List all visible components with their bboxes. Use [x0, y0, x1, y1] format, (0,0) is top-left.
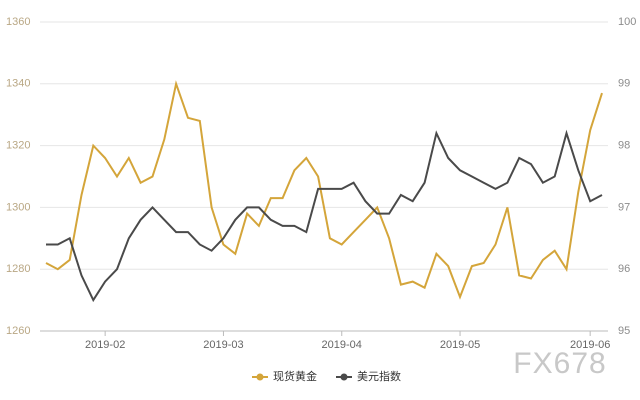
legend-label: 现货黄金 — [273, 369, 317, 383]
legend-marker — [340, 373, 348, 381]
y2-tick-label: 96 — [618, 263, 630, 275]
x-tick-label: 2019-06 — [570, 339, 610, 351]
x-tick-label: 2019-04 — [322, 339, 362, 351]
legend-marker — [256, 373, 264, 381]
y-tick-label: 1340 — [6, 78, 30, 90]
y-tick-label: 1360 — [6, 16, 30, 28]
x-tick-label: 2019-02 — [85, 339, 125, 351]
y2-tick-label: 98 — [618, 140, 630, 152]
y-tick-label: 1260 — [6, 325, 30, 337]
y-tick-label: 1280 — [6, 263, 30, 275]
watermark: FX678 — [513, 347, 606, 380]
y2-tick-label: 99 — [618, 78, 630, 90]
x-tick-label: 2019-03 — [203, 339, 243, 351]
y2-tick-label: 95 — [618, 325, 630, 337]
y-tick-label: 1300 — [6, 201, 30, 213]
series-line — [46, 129, 603, 303]
legend-label: 美元指数 — [357, 369, 401, 383]
y2-tick-label: 97 — [618, 201, 630, 213]
series-line — [45, 80, 603, 300]
y-tick-label: 1320 — [6, 140, 30, 152]
x-tick-label: 2019-05 — [440, 339, 480, 351]
y2-tick-label: 100 — [618, 16, 636, 28]
